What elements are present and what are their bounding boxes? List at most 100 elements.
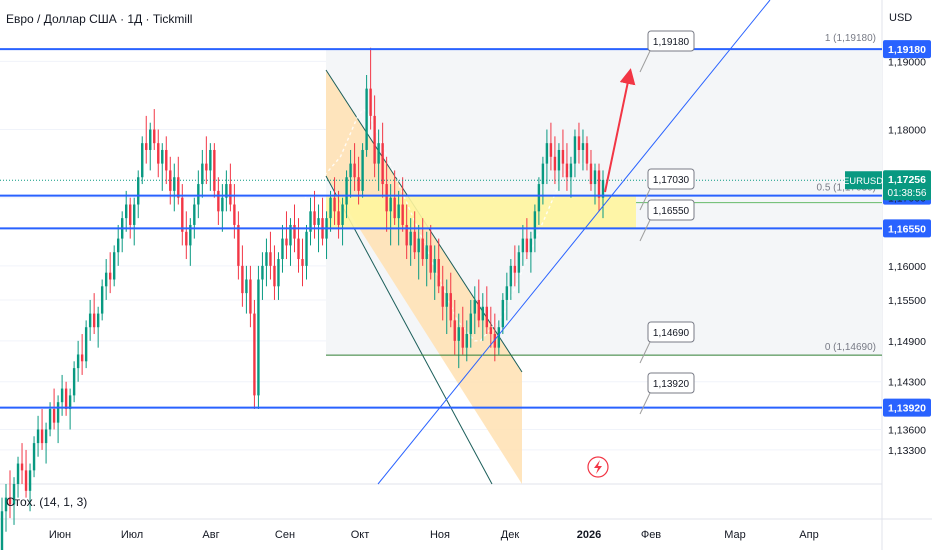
callout-frame — [647, 372, 695, 394]
candle-body — [417, 238, 420, 253]
candle — [557, 143, 561, 191]
candle — [509, 259, 513, 300]
candle — [20, 443, 24, 484]
candle — [361, 143, 364, 198]
candle — [265, 238, 268, 287]
candle — [525, 218, 529, 260]
candle — [573, 129, 577, 178]
candle-body — [249, 279, 252, 314]
candle — [585, 136, 589, 171]
candle-body — [16, 463, 20, 484]
candle — [145, 115, 148, 164]
price-tick: 1,14900 — [888, 336, 926, 348]
time-tick: Авг — [202, 529, 219, 541]
level-price-label: 1,13920 — [888, 403, 926, 415]
callout-box: 1,16550 — [639, 199, 695, 242]
candle-body — [497, 327, 501, 348]
candle-body — [237, 224, 240, 266]
candle-body — [393, 197, 396, 219]
candle — [237, 211, 240, 280]
candle — [425, 231, 428, 287]
callout-pointer — [639, 188, 651, 211]
candle-body — [369, 88, 372, 116]
indicator-label[interactable]: Стох. (14, 1, 3) — [6, 495, 88, 509]
callout-pointer — [639, 219, 651, 242]
candle-body — [445, 293, 448, 307]
candle — [513, 245, 517, 287]
candle-body — [153, 129, 156, 144]
candle — [125, 190, 128, 232]
candle-body — [12, 484, 16, 505]
candle-body — [561, 149, 565, 164]
candle-body — [297, 238, 300, 260]
candle — [104, 259, 108, 300]
candle — [92, 293, 96, 335]
candle — [465, 320, 468, 362]
candle-body — [24, 470, 28, 491]
candle-body — [365, 88, 368, 150]
candle-body — [261, 265, 264, 280]
level-price-label: 1,19180 — [888, 44, 926, 56]
candle — [249, 265, 252, 328]
candle — [289, 218, 292, 266]
callout-box: 1,19180 — [639, 30, 695, 73]
candle — [245, 265, 248, 314]
candle — [0, 497, 4, 550]
callout-pointer — [639, 341, 651, 364]
candle — [281, 224, 284, 273]
candle-body — [529, 238, 533, 253]
candle — [309, 197, 312, 246]
candle — [473, 286, 476, 335]
candle-body — [289, 224, 292, 246]
candle — [261, 252, 264, 300]
candle-body — [309, 211, 312, 232]
candle — [405, 204, 408, 260]
candle — [393, 170, 396, 225]
candle-body — [593, 170, 597, 185]
candle — [217, 177, 220, 225]
candle-body — [281, 238, 284, 260]
candle-body — [377, 143, 380, 164]
candle — [269, 231, 272, 280]
trendlines — [377, 0, 771, 485]
candle — [397, 190, 400, 246]
candle-body — [149, 129, 152, 150]
candle-body — [257, 279, 260, 396]
candle — [545, 129, 549, 185]
candle-body — [589, 163, 593, 185]
candle — [581, 129, 585, 171]
candle — [341, 197, 344, 246]
candle — [485, 286, 489, 335]
candle-body — [64, 388, 68, 410]
currency-label[interactable]: USD — [889, 12, 913, 24]
candle-body — [349, 163, 352, 178]
candle-body — [44, 429, 48, 444]
candle-body — [177, 177, 180, 198]
candle-body — [313, 211, 316, 225]
candle-body — [473, 299, 476, 314]
candle-body — [141, 143, 144, 178]
candle — [401, 177, 404, 232]
candle — [257, 265, 260, 410]
candle — [209, 143, 212, 191]
candle — [129, 197, 132, 239]
candle-body — [357, 177, 360, 191]
candle-body — [513, 265, 517, 273]
candle-body — [405, 224, 408, 246]
candle — [181, 184, 184, 246]
candle — [233, 184, 236, 239]
candle — [433, 245, 436, 300]
candle — [32, 436, 36, 478]
time-axis: Июн Июл Авг Сен Окт Ноя Дек 2026 Фев Мар Апр — [49, 529, 819, 541]
lightning-icon[interactable] — [587, 456, 609, 478]
candle-body — [385, 184, 388, 212]
candle-body — [205, 163, 208, 171]
candle-body — [100, 286, 104, 314]
candle — [4, 484, 8, 532]
candle-body — [517, 252, 521, 273]
candle-body — [333, 197, 336, 212]
candle-body — [545, 143, 549, 164]
candle — [493, 313, 497, 362]
candle — [141, 136, 144, 185]
